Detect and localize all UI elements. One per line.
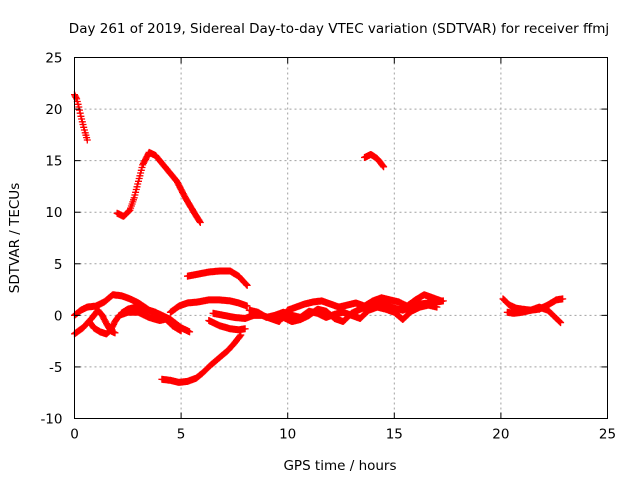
data-point-markers — [205, 317, 249, 334]
x-tick-label: 10 — [279, 427, 296, 443]
x-tick-label: 20 — [492, 427, 509, 443]
y-tick-label: 5 — [54, 257, 63, 273]
y-axis-label: SDTVAR / TECUs — [7, 183, 23, 293]
chart-title: Day 261 of 2019, Sidereal Day-to-day VTE… — [69, 21, 609, 37]
data-point-markers — [184, 267, 251, 289]
y-tick-label: 15 — [45, 154, 62, 170]
x-axis-label: GPS time / hours — [283, 458, 396, 474]
x-tick-label: 15 — [386, 427, 403, 443]
y-tick-label: 10 — [45, 205, 62, 221]
series-arc-16 — [503, 303, 565, 327]
series-arc-02 — [113, 148, 204, 226]
data-point-markers — [361, 151, 388, 171]
plot-frame — [74, 57, 608, 419]
series-arc-08 — [117, 303, 185, 335]
data-point-markers — [113, 148, 204, 226]
data-marks — [71, 91, 567, 386]
data-point-markers — [279, 297, 447, 325]
x-tick-label: 25 — [599, 427, 616, 443]
y-tick-label: 20 — [45, 102, 62, 118]
y-tick-label: -10 — [40, 412, 62, 428]
y-tick-label: 0 — [54, 308, 63, 324]
data-point-markers — [158, 331, 245, 386]
series-arc-03 — [361, 151, 388, 171]
data-point-markers — [503, 303, 565, 327]
axis-ticks: 0 5 10 15 20 25 -10 -5 0 5 10 15 20 25 — [40, 51, 616, 443]
data-point-markers — [117, 303, 185, 335]
y-tick-label: -5 — [49, 360, 62, 376]
series-arc-11 — [158, 331, 245, 386]
series-arc-14 — [279, 297, 447, 325]
x-tick-label: 5 — [177, 427, 186, 443]
y-tick-label: 25 — [45, 51, 62, 67]
series-arc-10 — [205, 317, 249, 334]
series-arc-04 — [184, 267, 251, 289]
data-point-markers — [166, 296, 251, 316]
series-arc-09 — [166, 296, 251, 316]
x-tick-label: 0 — [70, 427, 79, 443]
